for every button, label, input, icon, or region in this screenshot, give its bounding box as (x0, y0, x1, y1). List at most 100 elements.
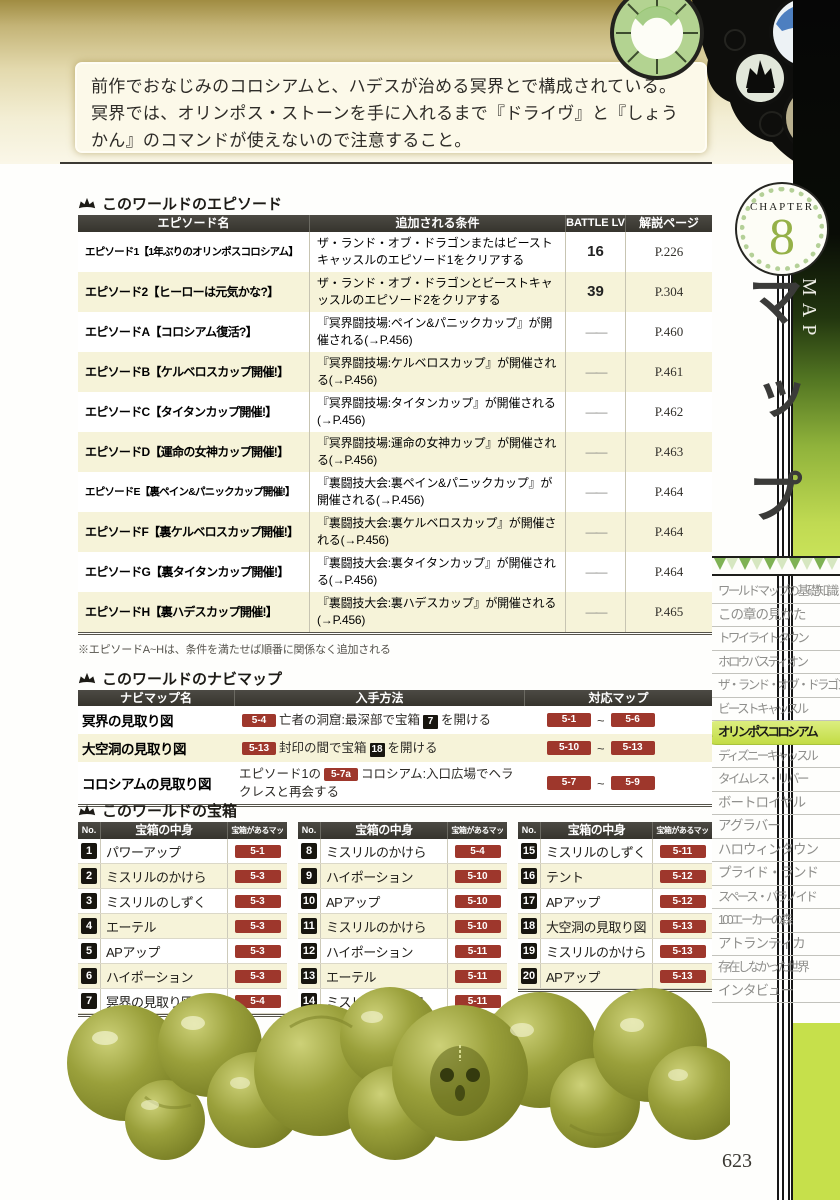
navimap-row: 大空洞の見取り図 5-13 封印の間で宝箱 18 を開ける 5-10 ~5-13 (78, 734, 712, 762)
chest-row: 3 ミスリルのしずく 5-3 (78, 889, 287, 914)
episode-page-ref: P.464 (654, 564, 684, 579)
map-badge: 5-6 (610, 713, 655, 727)
chest-map-cell: 5-10 (448, 914, 507, 938)
column-header: 入手方法 (235, 690, 525, 706)
range-separator: ~ (597, 712, 605, 728)
chest-number-badge: 7 (81, 993, 97, 1009)
chest-item-cell: ミスリルのしずく (541, 839, 653, 863)
chest-number-badge: 6 (81, 968, 97, 984)
episode-page-ref: P.464 (654, 484, 684, 499)
sidebar-item-world: ワールドマップの基礎知識 (712, 580, 840, 604)
map-badge: 5-11 (454, 944, 501, 958)
chest-item-name: APアップ (106, 944, 160, 960)
navimap-method: 5-4 亡者の洞窟:最深部で宝箱 7 を開ける (235, 708, 525, 732)
method-text: エピソード1の (239, 767, 321, 781)
map-badge: 5-10 (454, 869, 501, 883)
chest-row: 18 大空洞の見取り図 5-13 (518, 914, 712, 939)
chest-number-badge: 18 (521, 918, 537, 934)
episode-row: エピソードH【裏ハデスカップ開催!】 『裏闘技大会:裏ハデスカップ』が開催される(… (78, 592, 712, 632)
method-text: 亡者の洞窟:最深部で宝箱 (279, 712, 420, 727)
method-text: を開ける (387, 740, 438, 755)
chest-item-name: エーテル (106, 919, 157, 935)
chest-table-header: No.宝箱の中身宝箱があるマップ (518, 822, 712, 856)
episode-condition: 『裏闘技大会:裏ペイン&パニックカップ』が開催される(→P.456) (310, 472, 566, 512)
column-header: エピソード名 (78, 215, 310, 232)
chest-map-cell: 5-3 (228, 914, 287, 938)
episode-battle-lv: —— (566, 472, 626, 512)
map-badge: 5-9 (610, 776, 655, 791)
episode-condition: 『冥界闘技場:ペイン&パニックカップ』が開催される(→P.456) (310, 312, 566, 352)
chest-item-name: ミスリルのかけら (106, 869, 207, 885)
episode-condition: 『裏闘技大会:裏タイタンカップ』が開催される(→P.456) (310, 552, 566, 592)
episode-rows: エピソード1【1年ぶりのオリンポスコロシアム】 ザ・ランド・オブ・ドラゴンまたはビ… (78, 232, 712, 635)
map-badge: 5-3 (234, 894, 281, 908)
map-badge: 5-4 (242, 713, 276, 727)
episode-page-ref: P.304 (654, 284, 684, 299)
episode-battle-lv: —— (566, 352, 626, 392)
chest-no-cell: 13 (298, 964, 321, 988)
chest-item-cell: ミスリルのかけら (321, 914, 448, 938)
chest-number-badge: 11 (301, 918, 317, 934)
map-badge: 5-7 (547, 776, 591, 791)
episode-condition: 『冥界闘技場:運命の女神カップ』が開催される(→P.456) (310, 432, 566, 472)
chest-item-cell: APアップ (541, 889, 653, 913)
chest-item-name: エーテル (326, 969, 377, 985)
chest-item-cell: 大空洞の見取り図 (541, 914, 653, 938)
sidebar-item-world: アグラバー (712, 815, 840, 839)
section-episodes: このワールドのエピソード エピソード名 追加される条件 BATTLE LV 解説… (78, 193, 712, 657)
map-badge: 5-4 (454, 844, 501, 858)
chest-map-cell: 5-4 (228, 989, 287, 1013)
sidebar-item-active-world: オリンポスコロシアム (704, 721, 840, 745)
chest-map-cell: 5-11 (653, 839, 712, 863)
chest-number-badge: 2 (81, 868, 97, 884)
map-badge: 5-10 (547, 741, 591, 755)
map-badge: 5-7a (323, 768, 358, 781)
method-text: コロシアム:入口広場でヘラクレスと再会する (239, 767, 514, 800)
sidebar-item-world: ザ・ランド・オブ・ドラゴン (712, 674, 840, 698)
sidebar-item-world: ハロウィンタウン (712, 839, 840, 862)
chest-map-cell: 5-1 (228, 839, 287, 863)
chest-no-cell: 9 (298, 864, 321, 888)
map-badge: 5-3 (234, 919, 281, 933)
episode-battle-lv: —— (566, 312, 626, 352)
chest-item-name: ミスリルのしずく (106, 894, 206, 910)
chest-row: 8 ミスリルのかけら 5-4 (298, 839, 507, 864)
chest-item-cell: ハイポーション (101, 964, 228, 988)
crown-icon (78, 197, 96, 208)
chapter-label: CHAPTER (749, 201, 815, 213)
chest-no-cell: 16 (518, 864, 541, 888)
chest-item-name: ミスリルのかけら (326, 919, 427, 935)
chest-map-cell: 5-13 (653, 939, 712, 963)
chest-no-cell: 11 (298, 914, 321, 938)
chest-table-0: No.宝箱の中身宝箱があるマップ1 パワーアップ 5-1 2 ミスリルのかけら 5-3 3ミ… (78, 822, 287, 1017)
column-header: ナビマップ名 (78, 690, 235, 706)
range-separator: ~ (597, 740, 605, 756)
map-badge: 5-1 (547, 713, 591, 727)
chest-map-cell: 5-3 (228, 964, 287, 988)
page-number: 623 (722, 1150, 752, 1172)
chest-item-name: ハイポーション (106, 969, 193, 985)
pennant-banner (712, 556, 840, 576)
chest-map-cell: 5-3 (228, 889, 287, 913)
section-title-text: このワールドの宝箱 (102, 802, 238, 820)
chest-row: 16 テント 5-12 (518, 864, 712, 889)
chest-number-badge: 3 (81, 893, 97, 909)
episode-battle-lv: 39 (566, 272, 626, 312)
episode-row: エピソードG【裏タイタンカップ開催!】 『裏闘技大会:裏タイタンカップ』が開催され… (78, 552, 712, 592)
map-badge: 5-4 (234, 994, 281, 1008)
episode-page-ref: P.462 (654, 404, 684, 419)
chest-no-cell: 3 (78, 889, 101, 913)
chest-item-name: APアップ (546, 969, 600, 985)
chest-item-name: ミスリルのしずく (546, 844, 646, 860)
sidebar-item-world: この章の見かた (712, 604, 840, 627)
episode-name: エピソードA【コロシアム復活?】 (78, 312, 310, 352)
chest-no-cell: 18 (518, 914, 541, 938)
navimap-range: 5-7 ~5-9 (525, 762, 712, 804)
chest-item-name: テント (546, 869, 584, 885)
chest-row: 12 ハイポーション 5-11 (298, 939, 507, 964)
chest-item-cell: ハイポーション (321, 939, 448, 963)
map-badge: 5-12 (659, 894, 706, 908)
chest-no-cell: 7 (78, 989, 101, 1013)
episode-condition: ザ・ランド・オブ・ドラゴンまたはビーストキャッスルのエピソード1をクリアする (310, 232, 566, 272)
chest-item-cell: パワーアップ (101, 839, 228, 863)
